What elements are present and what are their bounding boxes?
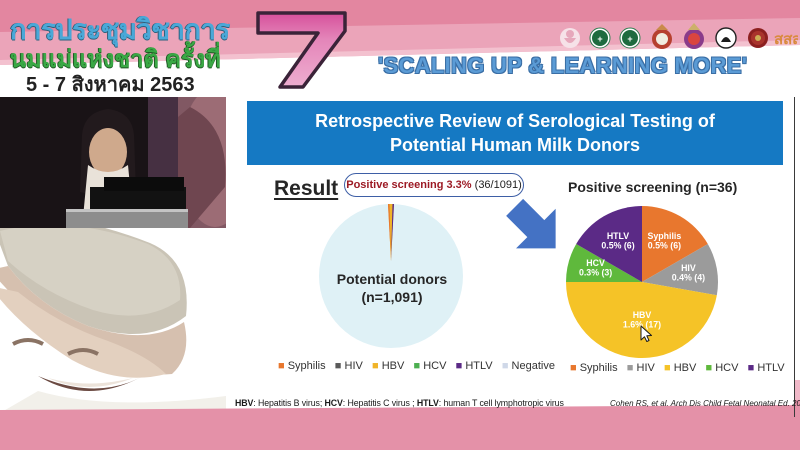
svg-text:สสส: สสส (774, 31, 798, 48)
svg-text:+: + (597, 34, 602, 44)
svg-text:0.5% (6): 0.5% (6) (601, 240, 634, 250)
svg-text:HIV: HIV (681, 263, 696, 273)
svg-text:HBV: HBV (633, 310, 652, 320)
svg-text:Syphilis: Syphilis (648, 231, 682, 241)
svg-text:HTLV: HTLV (607, 231, 629, 241)
svg-text:0.4% (4): 0.4% (4) (672, 272, 705, 282)
svg-text:HCV: HCV (586, 258, 605, 268)
svg-text:0.3% (3): 0.3% (3) (579, 268, 612, 278)
svg-text:0.5% (6): 0.5% (6) (648, 240, 681, 250)
svg-text:+: + (627, 34, 632, 44)
